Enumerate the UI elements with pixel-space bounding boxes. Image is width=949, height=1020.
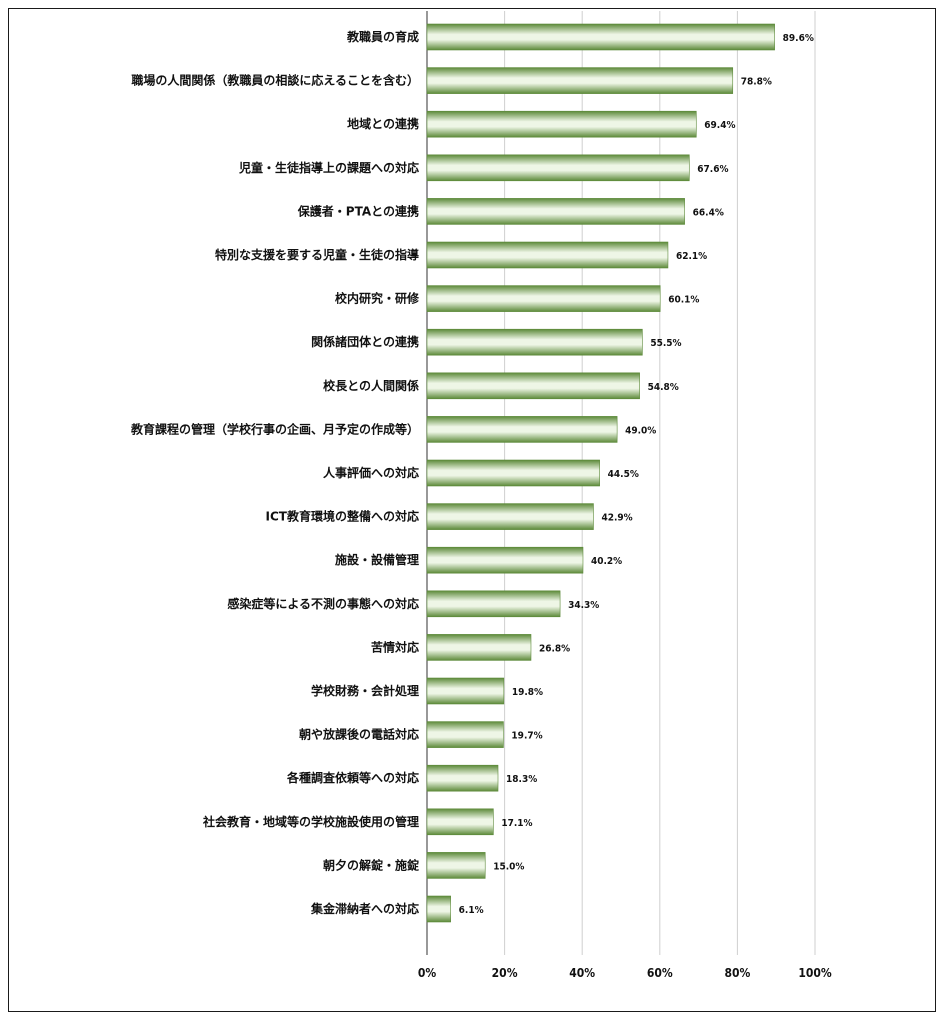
category-label: 学校財務・会計処理: [311, 683, 419, 698]
value-label: 19.7%: [511, 731, 542, 742]
category-label: 朝夕の解錠・施錠: [323, 857, 419, 872]
bar: [426, 808, 494, 836]
x-tick-label: 60%: [647, 966, 673, 980]
value-label: 40.2%: [591, 556, 622, 567]
value-label: 89.6%: [783, 33, 814, 44]
value-label: 60.1%: [668, 295, 699, 306]
bar: [426, 459, 600, 487]
value-label: 34.3%: [568, 600, 599, 611]
bar: [426, 634, 532, 661]
category-label: 感染症等による不測の事態への対応: [227, 596, 419, 611]
x-tick-label: 20%: [492, 966, 518, 980]
category-label: 保護者・PTAとの連携: [297, 203, 419, 218]
category-label: 児童・生徒指導上の課題への対応: [238, 160, 419, 175]
bar: [426, 721, 504, 748]
x-axis-ticks: 0% 20% 40% 60% 80% 100%: [418, 966, 832, 980]
value-label: 62.1%: [676, 251, 707, 262]
bar: [426, 23, 775, 51]
value-label: 19.8%: [512, 687, 543, 698]
category-label: 人事評価への対応: [323, 465, 419, 480]
x-tick-label: 40%: [569, 966, 595, 980]
bar: [426, 852, 486, 879]
category-label: 集金滞納者への対応: [310, 901, 419, 916]
category-label: 関係諸団体との連携: [311, 334, 419, 349]
category-label: 施設・設備管理: [335, 552, 419, 567]
category-label: 地域との連携: [347, 116, 419, 131]
bar: [426, 764, 499, 792]
bar: [426, 198, 685, 225]
bar: [426, 416, 618, 443]
category-label: 教育課程の管理（学校行事の企画、月予定の作成等）: [130, 421, 419, 436]
category-label: 社会教育・地域等の学校施設使用の管理: [202, 814, 419, 829]
value-label: 18.3%: [506, 774, 537, 785]
bar: [426, 241, 669, 269]
bar: [426, 590, 561, 618]
value-label: 49.0%: [625, 425, 656, 436]
x-tick-label: 100%: [798, 966, 832, 980]
bar: [426, 372, 640, 400]
bar: [426, 154, 690, 182]
value-label: 55.5%: [650, 338, 681, 349]
value-label: 6.1%: [459, 905, 484, 916]
value-label: 78.8%: [741, 77, 772, 88]
value-label: 15.0%: [493, 861, 524, 872]
category-label: 校内研究・研修: [335, 291, 420, 306]
category-label: 職場の人間関係（教職員の相談に応えることを含む）: [131, 73, 419, 88]
bars: [426, 23, 775, 923]
x-tick-label: 0%: [418, 966, 437, 980]
bar: [426, 285, 661, 312]
value-label: 66.4%: [693, 207, 724, 218]
value-label: 17.1%: [501, 818, 532, 829]
bar: [426, 503, 594, 530]
bar: [426, 110, 697, 138]
bar: [426, 677, 505, 705]
category-label: 教職員の育成: [346, 29, 419, 44]
value-label: 26.8%: [539, 643, 570, 654]
value-label: 54.8%: [648, 382, 679, 393]
category-label: 特別な支援を要する児童・生徒の指導: [215, 247, 419, 262]
category-label: 校長との人間関係: [323, 378, 419, 393]
category-label: 苦情対応: [371, 639, 419, 654]
bar: [426, 546, 584, 574]
category-label: 朝や放課後の電話対応: [299, 727, 419, 742]
value-labels: 89.6% 78.8% 69.4% 67.6% 66.4% 62.1% 60.1% 55.5%…: [459, 33, 814, 916]
value-label: 44.5%: [608, 469, 639, 480]
bar: [426, 895, 451, 923]
chart-frame: 教職員の育成職場の人間関係（教職員の相談に応えることを含む） 地域との連携児童・生…: [8, 8, 936, 1012]
category-label: 各種調査依頼等への対応: [286, 770, 419, 785]
bar: [426, 328, 643, 356]
value-label: 69.4%: [704, 120, 735, 131]
value-label: 67.6%: [697, 164, 728, 175]
value-label: 42.9%: [601, 513, 632, 524]
x-tick-label: 80%: [724, 966, 750, 980]
category-label: ICT教育環境の整備への対応: [266, 509, 419, 524]
bar: [426, 67, 734, 94]
